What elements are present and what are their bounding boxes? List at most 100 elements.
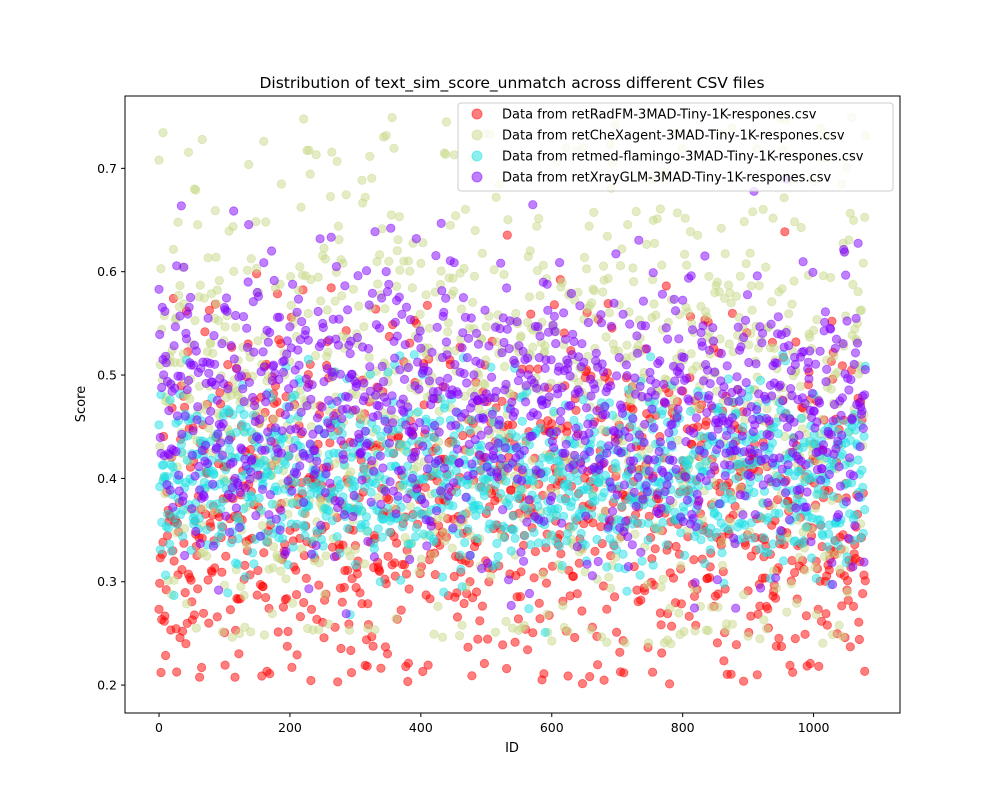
data-point	[685, 227, 696, 237]
data-point	[611, 627, 622, 637]
data-point	[824, 529, 834, 539]
data-point	[617, 244, 627, 254]
data-point	[233, 559, 243, 570]
data-point	[628, 456, 639, 466]
data-point	[384, 256, 394, 266]
data-point	[456, 564, 466, 575]
x-tick-label: 0	[155, 720, 163, 735]
data-point	[172, 667, 182, 677]
data-point	[541, 578, 552, 588]
data-point	[315, 234, 325, 244]
data-point	[804, 374, 814, 384]
data-point	[348, 284, 358, 294]
data-point	[226, 340, 236, 351]
data-point	[493, 438, 503, 448]
data-point	[488, 446, 499, 456]
data-point	[535, 468, 546, 479]
data-point	[248, 392, 258, 403]
data-point	[835, 564, 845, 575]
data-point	[370, 625, 380, 635]
data-point	[490, 480, 501, 490]
data-point	[383, 551, 393, 561]
data-point	[723, 374, 734, 384]
data-point	[274, 312, 285, 322]
data-point	[619, 480, 630, 490]
data-point	[510, 358, 520, 369]
data-point	[727, 412, 738, 423]
data-point	[628, 404, 638, 415]
data-point	[520, 397, 531, 407]
data-point	[846, 374, 856, 385]
data-point	[689, 555, 699, 565]
data-point	[252, 263, 262, 273]
data-point	[621, 360, 632, 370]
data-point	[701, 416, 711, 426]
data-point	[166, 546, 177, 556]
data-point	[810, 562, 820, 573]
data-point	[384, 438, 394, 448]
legend-entry-label: Data from retCheXagent-3MAD-Tiny-1K-resp…	[502, 129, 845, 144]
data-point	[693, 391, 704, 401]
data-point	[161, 358, 171, 368]
data-point	[337, 413, 347, 424]
data-point	[292, 307, 302, 317]
data-point	[269, 275, 279, 286]
data-point	[577, 678, 588, 689]
data-point	[740, 491, 750, 501]
data-point	[487, 409, 497, 419]
data-point	[479, 414, 489, 424]
data-point	[707, 431, 717, 441]
data-point	[351, 389, 361, 400]
data-point	[239, 590, 249, 601]
data-point	[649, 238, 660, 248]
data-point	[819, 489, 829, 500]
data-point	[437, 572, 448, 582]
data-point	[335, 496, 345, 506]
data-point	[755, 634, 765, 644]
data-point	[169, 341, 179, 351]
data-point	[668, 573, 679, 583]
data-point	[569, 336, 579, 347]
data-point	[287, 279, 298, 289]
data-point	[723, 396, 734, 406]
data-point	[713, 589, 723, 599]
data-point	[811, 610, 821, 620]
data-point	[515, 368, 526, 378]
data-point	[191, 526, 201, 537]
data-point	[412, 462, 423, 472]
data-point	[604, 572, 614, 582]
data-point	[518, 556, 529, 566]
data-point	[771, 477, 781, 488]
data-point	[537, 569, 548, 580]
data-point	[399, 513, 410, 523]
data-point	[551, 426, 562, 437]
data-point	[541, 537, 551, 548]
data-point	[343, 392, 353, 402]
data-point	[257, 520, 268, 531]
data-point	[535, 614, 545, 624]
data-point	[181, 639, 191, 649]
data-point	[482, 505, 492, 515]
data-point	[339, 582, 349, 593]
data-point	[507, 420, 518, 430]
data-point	[355, 419, 365, 429]
data-point	[395, 265, 405, 275]
data-point	[850, 520, 860, 531]
data-point	[369, 552, 379, 562]
data-point	[197, 134, 207, 145]
data-point	[401, 569, 412, 579]
data-point	[590, 546, 600, 557]
data-point	[445, 220, 455, 230]
data-point	[450, 420, 461, 430]
data-point	[291, 477, 301, 487]
data-point	[648, 268, 658, 278]
data-point	[670, 306, 681, 316]
data-point	[798, 257, 808, 267]
data-point	[843, 533, 853, 544]
data-point	[211, 252, 221, 262]
data-point	[496, 488, 506, 499]
data-point	[491, 559, 501, 570]
data-point	[187, 450, 197, 460]
data-point	[607, 506, 618, 516]
data-point	[357, 475, 367, 485]
